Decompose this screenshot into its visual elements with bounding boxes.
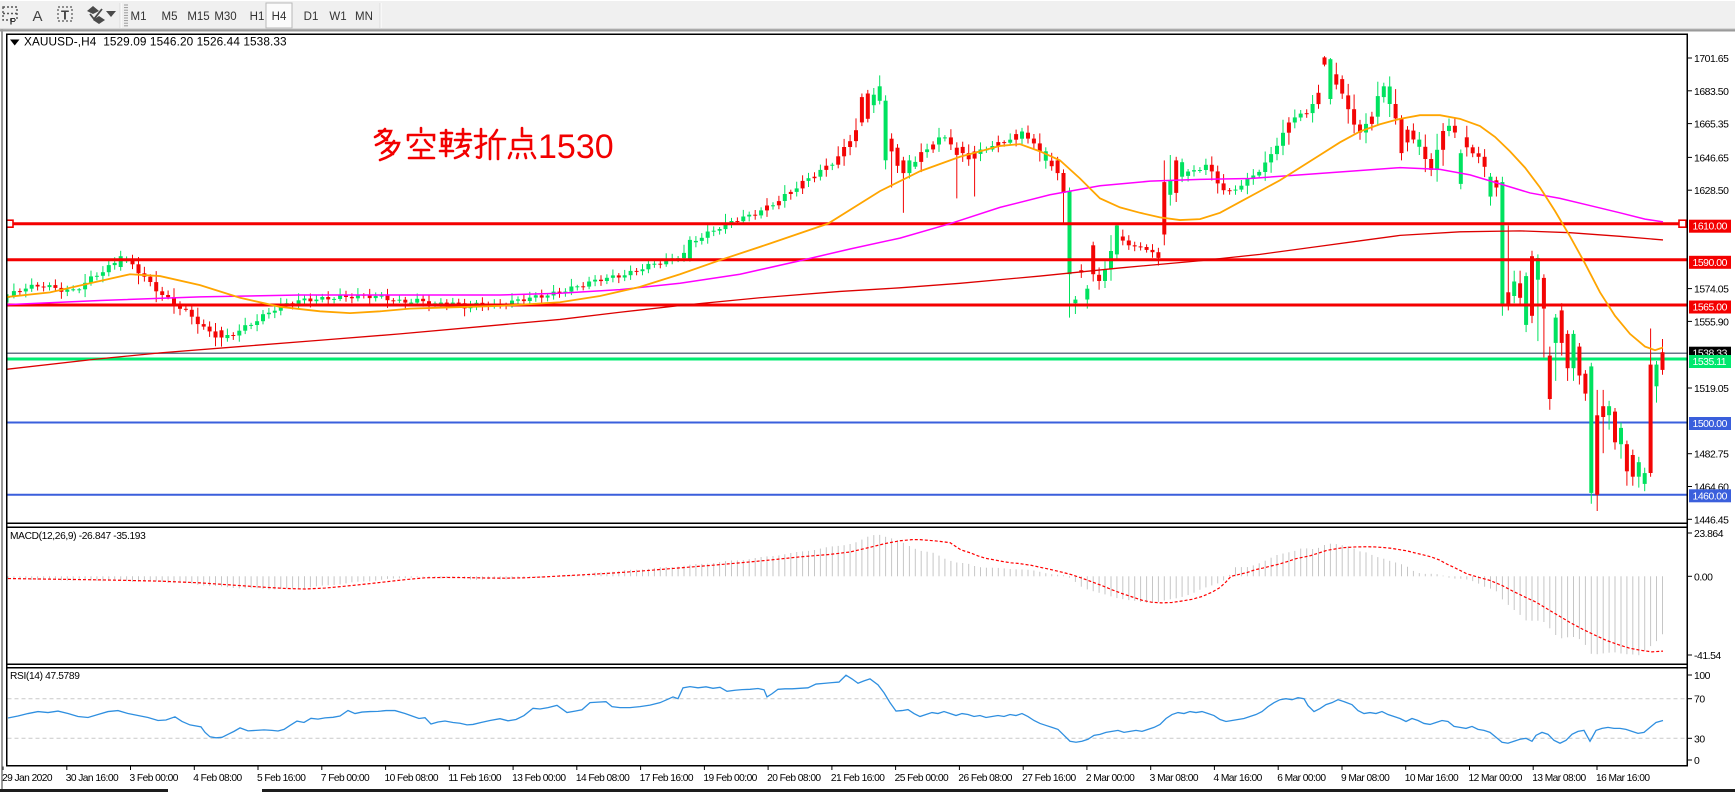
svg-text:1646.65: 1646.65	[1694, 153, 1729, 164]
svg-text:1482.75: 1482.75	[1694, 450, 1729, 461]
svg-text:1590.00: 1590.00	[1693, 258, 1728, 269]
svg-text:1665.35: 1665.35	[1694, 120, 1729, 131]
svg-text:1460.00: 1460.00	[1693, 491, 1728, 502]
svg-text:1628.50: 1628.50	[1694, 186, 1729, 197]
svg-text:1538.33: 1538.33	[1693, 349, 1728, 360]
svg-text:H1: H1	[250, 11, 265, 23]
svg-text:1446.45: 1446.45	[1694, 515, 1729, 526]
svg-text:20 Feb 08:00: 20 Feb 08:00	[767, 773, 821, 784]
svg-text:30 Jan 16:00: 30 Jan 16:00	[66, 773, 119, 784]
svg-text:13 Mar 08:00: 13 Mar 08:00	[1532, 773, 1586, 784]
svg-text:10 Feb 08:00: 10 Feb 08:00	[385, 773, 439, 784]
svg-text:17 Feb 16:00: 17 Feb 16:00	[640, 773, 694, 784]
svg-text:14 Feb 08:00: 14 Feb 08:00	[576, 773, 630, 784]
svg-text:RSI(14) 47.5789: RSI(14) 47.5789	[10, 671, 80, 682]
svg-text:5 Feb 16:00: 5 Feb 16:00	[257, 773, 306, 784]
svg-text:W1: W1	[329, 11, 346, 23]
svg-text:M15: M15	[187, 11, 209, 23]
svg-text:4 Mar 16:00: 4 Mar 16:00	[1213, 773, 1262, 784]
svg-text:M30: M30	[214, 11, 236, 23]
svg-text:2 Mar 00:00: 2 Mar 00:00	[1086, 773, 1135, 784]
svg-text:1519.05: 1519.05	[1694, 384, 1729, 395]
svg-text:25 Feb 00:00: 25 Feb 00:00	[895, 773, 949, 784]
svg-text:T: T	[61, 8, 69, 23]
svg-text:MN: MN	[355, 11, 373, 23]
svg-text:M5: M5	[162, 11, 178, 23]
svg-text:1565.00: 1565.00	[1693, 302, 1728, 313]
svg-text:12 Mar 00:00: 12 Mar 00:00	[1468, 773, 1522, 784]
svg-text:4 Feb 08:00: 4 Feb 08:00	[193, 773, 242, 784]
svg-text:11 Feb 16:00: 11 Feb 16:00	[448, 773, 502, 784]
svg-text:1464.60: 1464.60	[1694, 482, 1729, 493]
svg-text:A: A	[32, 8, 42, 25]
svg-text:1683.50: 1683.50	[1694, 87, 1729, 98]
svg-text:0: 0	[1694, 756, 1700, 767]
svg-text:26 Feb 08:00: 26 Feb 08:00	[958, 773, 1012, 784]
svg-text:10 Mar 16:00: 10 Mar 16:00	[1405, 773, 1459, 784]
svg-text:30: 30	[1694, 734, 1705, 745]
svg-text:100: 100	[1694, 671, 1711, 682]
svg-text:0.00: 0.00	[1694, 572, 1713, 583]
svg-text:9 Mar 08:00: 9 Mar 08:00	[1341, 773, 1390, 784]
svg-text:3 Mar 08:00: 3 Mar 08:00	[1150, 773, 1199, 784]
svg-text:3 Feb 00:00: 3 Feb 00:00	[130, 773, 179, 784]
svg-text:1701.65: 1701.65	[1694, 54, 1729, 65]
svg-text:21 Feb 16:00: 21 Feb 16:00	[831, 773, 885, 784]
svg-text:16 Mar 16:00: 16 Mar 16:00	[1596, 773, 1650, 784]
svg-text:XAUUSD-,H4 1529.09 1546.20 15: XAUUSD-,H4 1529.09 1546.20 1526.44 1538.…	[24, 35, 287, 49]
svg-text:1610.00: 1610.00	[1693, 222, 1728, 233]
svg-text:27 Feb 16:00: 27 Feb 16:00	[1022, 773, 1076, 784]
svg-text:23.864: 23.864	[1694, 529, 1724, 540]
svg-text:7 Feb 00:00: 7 Feb 00:00	[321, 773, 370, 784]
svg-text:29 Jan 2020: 29 Jan 2020	[2, 773, 53, 784]
svg-text:1535.11: 1535.11	[1693, 357, 1727, 368]
svg-text:6 Mar 00:00: 6 Mar 00:00	[1277, 773, 1326, 784]
svg-text:MACD(12,26,9) -26.847 -35.193: MACD(12,26,9) -26.847 -35.193	[10, 531, 146, 542]
svg-text:M1: M1	[131, 11, 147, 23]
svg-text:-41.54: -41.54	[1694, 651, 1721, 662]
svg-text:H4: H4	[272, 11, 287, 23]
svg-text:70: 70	[1694, 695, 1705, 706]
svg-text:1555.90: 1555.90	[1694, 317, 1729, 328]
svg-text:19 Feb 00:00: 19 Feb 00:00	[703, 773, 757, 784]
svg-text:1574.05: 1574.05	[1694, 285, 1729, 296]
svg-text:F: F	[10, 17, 16, 27]
svg-text:13 Feb 00:00: 13 Feb 00:00	[512, 773, 566, 784]
svg-text:1500.00: 1500.00	[1693, 419, 1728, 430]
svg-text:1530: 1530	[538, 128, 614, 166]
svg-text:D1: D1	[304, 11, 319, 23]
